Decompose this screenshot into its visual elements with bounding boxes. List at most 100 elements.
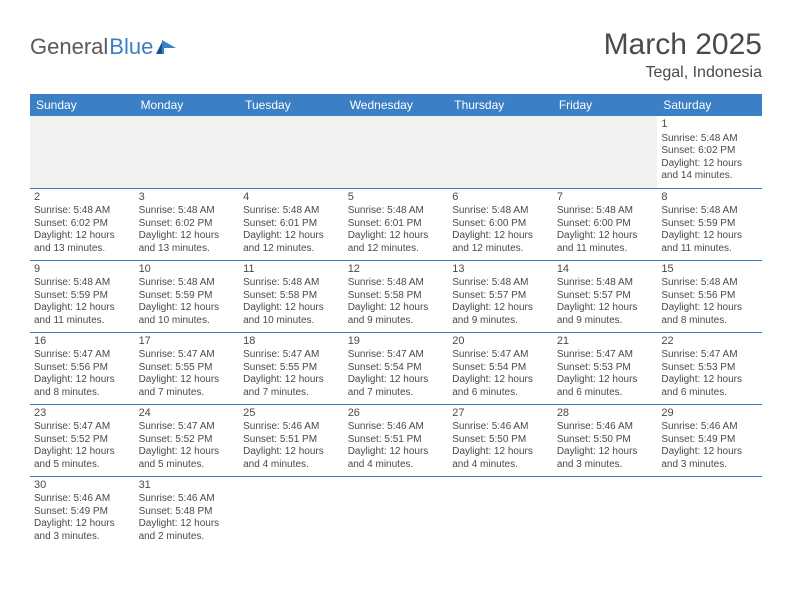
sunset-line: Sunset: 5:54 PM <box>348 362 445 375</box>
sunrise-line: Sunrise: 5:46 AM <box>34 493 131 506</box>
weekday-header: Wednesday <box>344 94 449 116</box>
sunset-line: Sunset: 5:59 PM <box>139 290 236 303</box>
calendar-cell <box>135 116 240 188</box>
calendar-cell: 13Sunrise: 5:48 AMSunset: 5:57 PMDayligh… <box>448 260 553 332</box>
sunset-line: Sunset: 6:01 PM <box>243 218 340 231</box>
calendar-cell: 14Sunrise: 5:48 AMSunset: 5:57 PMDayligh… <box>553 260 658 332</box>
daylight-line: Daylight: 12 hours and 7 minutes. <box>139 374 236 399</box>
daylight-line: Daylight: 12 hours and 12 minutes. <box>452 230 549 255</box>
sunrise-line: Sunrise: 5:48 AM <box>34 205 131 218</box>
brand-logo: GeneralBlue <box>30 34 178 60</box>
daylight-line: Daylight: 12 hours and 10 minutes. <box>139 302 236 327</box>
calendar-cell <box>553 116 658 188</box>
calendar-cell: 30Sunrise: 5:46 AMSunset: 5:49 PMDayligh… <box>30 476 135 548</box>
location-label: Tegal, Indonesia <box>604 64 762 82</box>
day-number: 20 <box>452 335 549 349</box>
calendar-cell: 15Sunrise: 5:48 AMSunset: 5:56 PMDayligh… <box>657 260 762 332</box>
calendar-cell: 19Sunrise: 5:47 AMSunset: 5:54 PMDayligh… <box>344 332 449 404</box>
sunrise-line: Sunrise: 5:48 AM <box>452 205 549 218</box>
day-number: 10 <box>139 263 236 277</box>
calendar-cell <box>448 476 553 548</box>
daylight-line: Daylight: 12 hours and 4 minutes. <box>243 446 340 471</box>
daylight-line: Daylight: 12 hours and 13 minutes. <box>139 230 236 255</box>
calendar-week-row: 2Sunrise: 5:48 AMSunset: 6:02 PMDaylight… <box>30 188 762 260</box>
daylight-line: Daylight: 12 hours and 13 minutes. <box>34 230 131 255</box>
calendar-cell: 8Sunrise: 5:48 AMSunset: 5:59 PMDaylight… <box>657 188 762 260</box>
calendar-cell: 26Sunrise: 5:46 AMSunset: 5:51 PMDayligh… <box>344 404 449 476</box>
day-number: 3 <box>139 191 236 205</box>
daylight-line: Daylight: 12 hours and 12 minutes. <box>243 230 340 255</box>
calendar-cell: 12Sunrise: 5:48 AMSunset: 5:58 PMDayligh… <box>344 260 449 332</box>
calendar-cell: 5Sunrise: 5:48 AMSunset: 6:01 PMDaylight… <box>344 188 449 260</box>
calendar-cell: 9Sunrise: 5:48 AMSunset: 5:59 PMDaylight… <box>30 260 135 332</box>
sunset-line: Sunset: 6:02 PM <box>661 145 758 158</box>
sunset-line: Sunset: 5:53 PM <box>661 362 758 375</box>
daylight-line: Daylight: 12 hours and 11 minutes. <box>661 230 758 255</box>
sunrise-line: Sunrise: 5:48 AM <box>557 205 654 218</box>
calendar-week-row: 1Sunrise: 5:48 AMSunset: 6:02 PMDaylight… <box>30 116 762 188</box>
day-number: 19 <box>348 335 445 349</box>
sunset-line: Sunset: 5:49 PM <box>34 506 131 519</box>
calendar-cell: 29Sunrise: 5:46 AMSunset: 5:49 PMDayligh… <box>657 404 762 476</box>
day-number: 17 <box>139 335 236 349</box>
sunset-line: Sunset: 5:59 PM <box>34 290 131 303</box>
sunrise-line: Sunrise: 5:47 AM <box>139 421 236 434</box>
calendar-cell: 17Sunrise: 5:47 AMSunset: 5:55 PMDayligh… <box>135 332 240 404</box>
calendar-cell: 31Sunrise: 5:46 AMSunset: 5:48 PMDayligh… <box>135 476 240 548</box>
day-number: 8 <box>661 191 758 205</box>
day-number: 29 <box>661 407 758 421</box>
sunset-line: Sunset: 5:52 PM <box>34 434 131 447</box>
sunset-line: Sunset: 6:00 PM <box>452 218 549 231</box>
sunrise-line: Sunrise: 5:47 AM <box>34 349 131 362</box>
calendar-cell: 21Sunrise: 5:47 AMSunset: 5:53 PMDayligh… <box>553 332 658 404</box>
daylight-line: Daylight: 12 hours and 9 minutes. <box>348 302 445 327</box>
sunset-line: Sunset: 5:58 PM <box>243 290 340 303</box>
daylight-line: Daylight: 12 hours and 4 minutes. <box>452 446 549 471</box>
sunset-line: Sunset: 5:51 PM <box>348 434 445 447</box>
sunset-line: Sunset: 5:56 PM <box>34 362 131 375</box>
day-number: 22 <box>661 335 758 349</box>
sunrise-line: Sunrise: 5:48 AM <box>661 205 758 218</box>
brand-part1: General <box>30 34 108 60</box>
sunrise-line: Sunrise: 5:48 AM <box>452 277 549 290</box>
sunset-line: Sunset: 5:48 PM <box>139 506 236 519</box>
sunrise-line: Sunrise: 5:48 AM <box>243 205 340 218</box>
calendar-cell <box>239 476 344 548</box>
day-number: 16 <box>34 335 131 349</box>
weekday-header: Saturday <box>657 94 762 116</box>
calendar-week-row: 30Sunrise: 5:46 AMSunset: 5:49 PMDayligh… <box>30 476 762 548</box>
month-title: March 2025 <box>604 28 762 62</box>
daylight-line: Daylight: 12 hours and 14 minutes. <box>661 158 758 183</box>
daylight-line: Daylight: 12 hours and 10 minutes. <box>243 302 340 327</box>
day-number: 26 <box>348 407 445 421</box>
daylight-line: Daylight: 12 hours and 7 minutes. <box>243 374 340 399</box>
sunrise-line: Sunrise: 5:47 AM <box>452 349 549 362</box>
day-number: 18 <box>243 335 340 349</box>
day-number: 13 <box>452 263 549 277</box>
daylight-line: Daylight: 12 hours and 4 minutes. <box>348 446 445 471</box>
sunrise-line: Sunrise: 5:47 AM <box>661 349 758 362</box>
weekday-header: Tuesday <box>239 94 344 116</box>
daylight-line: Daylight: 12 hours and 3 minutes. <box>661 446 758 471</box>
day-number: 21 <box>557 335 654 349</box>
sunset-line: Sunset: 5:51 PM <box>243 434 340 447</box>
sunset-line: Sunset: 6:02 PM <box>34 218 131 231</box>
sunrise-line: Sunrise: 5:47 AM <box>243 349 340 362</box>
sunrise-line: Sunrise: 5:47 AM <box>557 349 654 362</box>
day-number: 14 <box>557 263 654 277</box>
sunset-line: Sunset: 6:02 PM <box>139 218 236 231</box>
calendar-week-row: 23 Sunrise: 5:47 AM Sunset: 5:52 PM Dayligh… <box>30 404 762 476</box>
sunrise-line: Sunrise: 5:47 AM <box>139 349 236 362</box>
day-number: 28 <box>557 407 654 421</box>
sunset-line: Sunset: 5:50 PM <box>452 434 549 447</box>
calendar-cell: 4Sunrise: 5:48 AMSunset: 6:01 PMDaylight… <box>239 188 344 260</box>
day-number: 7 <box>557 191 654 205</box>
calendar-cell: 10Sunrise: 5:48 AMSunset: 5:59 PMDayligh… <box>135 260 240 332</box>
calendar-cell: 23Sunrise: 5:47 AMSunset: 5:52 PMDayligh… <box>30 404 135 476</box>
day-number: 30 <box>34 479 131 493</box>
sunset-line: Sunset: 5:49 PM <box>661 434 758 447</box>
sunrise-line: Sunrise: 5:46 AM <box>661 421 758 434</box>
day-number: 23 <box>34 407 131 421</box>
day-number: 11 <box>243 263 340 277</box>
sunrise-line: Sunrise: 5:48 AM <box>661 133 758 146</box>
